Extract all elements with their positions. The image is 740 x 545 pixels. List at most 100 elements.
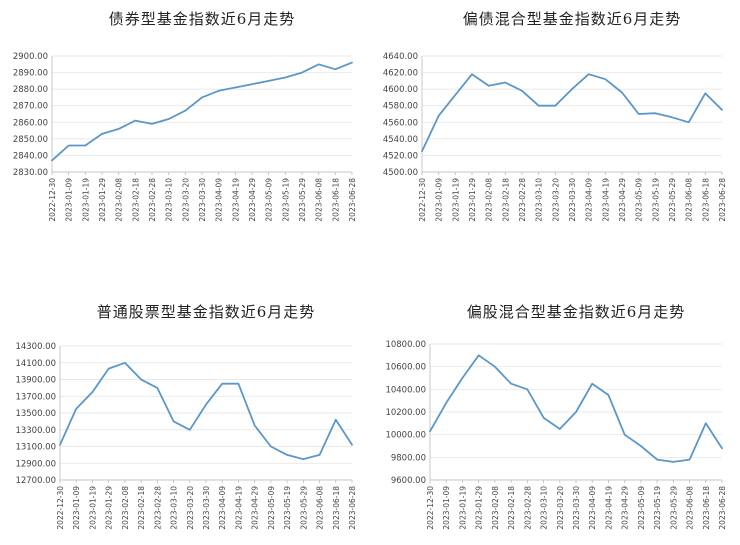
x-tick-label: 2023-03-30 [202, 486, 211, 530]
chart-title: 普通股票型基金指数近6月走势 [97, 303, 316, 321]
x-tick-label: 2023-02-28 [518, 178, 527, 222]
y-tick-label: 13100.00 [15, 443, 56, 453]
y-tick-label: 13700.00 [15, 392, 56, 402]
x-tick-label: 2023-04-19 [234, 486, 243, 530]
y-tick-label: 2890.00 [13, 69, 48, 79]
x-tick-label: 2023-05-09 [267, 486, 276, 530]
x-tick-label: 2023-01-09 [435, 178, 444, 222]
x-tick-label: 2023-06-28 [718, 486, 727, 530]
x-tick-label: 2023-01-29 [105, 486, 114, 530]
x-tick-label: 2023-04-09 [588, 486, 597, 530]
x-tick-label: 2023-06-08 [315, 178, 324, 222]
y-tick-label: 13900.00 [15, 376, 56, 386]
x-tick-label: 2023-01-19 [88, 486, 97, 530]
x-tick-label: 2023-05-19 [281, 178, 290, 222]
x-tick-label: 2023-03-30 [568, 178, 577, 222]
x-tick-label: 2023-04-09 [218, 486, 227, 530]
x-tick-label: 2023-05-29 [668, 178, 677, 222]
x-tick-label: 2023-05-09 [637, 486, 646, 530]
x-tick-label: 2023-04-19 [231, 178, 240, 222]
x-tick-label: 2022-12-30 [426, 486, 435, 530]
y-tick-label: 10200.00 [385, 408, 426, 418]
chart-bond-hybrid-fund-index: 偏债混合型基金指数近6月走势 4500.00 4520.00 4540.00 4560.… [370, 0, 740, 272]
y-tick-label: 2860.00 [13, 118, 48, 128]
x-tick-label: 2023-05-29 [298, 178, 307, 222]
x-tick-label: 2023-06-18 [702, 486, 711, 530]
x-tick-label: 2023-06-28 [718, 178, 727, 222]
x-tick-label: 2023-01-09 [65, 178, 74, 222]
x-tick-label: 2023-03-10 [535, 178, 544, 222]
series-line [51, 61, 353, 162]
x-tick-label: 2023-02-08 [121, 486, 130, 530]
x-tick-label: 2023-06-18 [701, 178, 710, 222]
x-tick-label: 2023-04-29 [251, 486, 260, 530]
chart-svg: 普通股票型基金指数近6月走势 12700.00 12900.00 13100.00 13… [15, 303, 357, 530]
y-tick-label: 9800.00 [391, 453, 426, 463]
x-tick-label: 2023-02-28 [148, 178, 157, 222]
x-tick-label: 2023-02-28 [523, 486, 532, 530]
x-tick-label: 2023-05-19 [651, 178, 660, 222]
x-tick-label: 2023-01-19 [458, 486, 467, 530]
x-tick-label: 2023-05-29 [299, 486, 308, 530]
x-tick-label: 2023-01-29 [98, 178, 107, 222]
x-tick-label: 2023-05-29 [669, 486, 678, 530]
x-tick-label: 2023-03-30 [198, 178, 207, 222]
chart-svg: 偏股混合型基金指数近6月走势 9600.00 9800.00 10000.00 1020… [385, 303, 727, 530]
x-tick-label: 2023-03-20 [181, 178, 190, 222]
y-tick-label: 2840.00 [13, 151, 48, 161]
y-tick-label: 4500.00 [383, 168, 418, 178]
y-tick-label: 2850.00 [13, 135, 48, 145]
series-line [59, 361, 353, 461]
series-line [429, 354, 723, 463]
x-tick-label: 2023-06-28 [348, 178, 357, 222]
x-tick-label: 2023-03-10 [170, 486, 179, 530]
x-tick-label: 2022-12-30 [48, 178, 57, 222]
x-tick-label: 2023-02-18 [137, 486, 146, 530]
y-tick-label: 13500.00 [15, 409, 56, 419]
x-tick-label: 2023-05-09 [265, 178, 274, 222]
y-tick-label: 2830.00 [13, 168, 48, 178]
chart-equity-hybrid-fund-index: 偏股混合型基金指数近6月走势 9600.00 9800.00 10000.00 1020… [370, 272, 740, 545]
x-tick-label: 2023-02-28 [153, 486, 162, 530]
x-tick-label: 2023-03-30 [572, 486, 581, 530]
x-tick-label: 2023-05-09 [635, 178, 644, 222]
y-tick-label: 12900.00 [15, 459, 56, 469]
x-tick-label: 2023-03-20 [556, 486, 565, 530]
x-tick-label: 2023-04-29 [248, 178, 257, 222]
x-tick-label: 2023-02-08 [485, 178, 494, 222]
x-tick-label: 2023-06-08 [316, 486, 325, 530]
x-tick-label: 2023-06-08 [685, 178, 694, 222]
x-tick-label: 2023-01-19 [81, 178, 90, 222]
x-tick-label: 2022-12-30 [56, 486, 65, 530]
y-tick-label: 10400.00 [385, 385, 426, 395]
chart-bond-fund-index: 债券型基金指数近6月走势 2830.00 2840.00 2850.00 2860.00… [0, 0, 370, 272]
y-tick-label: 4580.00 [383, 102, 418, 112]
y-tick-label: 4620.00 [383, 69, 418, 79]
y-tick-label: 4540.00 [383, 135, 418, 145]
x-tick-label: 2023-06-28 [348, 486, 357, 530]
y-tick-label: 13300.00 [15, 426, 56, 436]
chart-stock-fund-index: 普通股票型基金指数近6月走势 12700.00 12900.00 13100.00 13… [0, 272, 370, 545]
y-tick-label: 10800.00 [385, 340, 426, 350]
x-tick-label: 2023-06-08 [686, 486, 695, 530]
x-tick-label: 2023-04-09 [215, 178, 224, 222]
chart-title: 偏股混合型基金指数近6月走势 [467, 303, 686, 321]
x-tick-label: 2023-06-18 [332, 486, 341, 530]
y-tick-label: 10600.00 [385, 363, 426, 373]
x-tick-label: 2023-04-19 [604, 486, 613, 530]
x-tick-label: 2023-01-29 [475, 486, 484, 530]
x-tick-label: 2023-01-19 [451, 178, 460, 222]
y-tick-label: 14100.00 [15, 359, 56, 369]
chart-svg: 偏债混合型基金指数近6月走势 4500.00 4520.00 4540.00 4560.… [383, 10, 727, 222]
x-tick-label: 2023-03-10 [165, 178, 174, 222]
x-tick-label: 2023-06-18 [331, 178, 340, 222]
x-tick-label: 2023-02-18 [131, 178, 140, 222]
y-tick-label: 4640.00 [383, 52, 418, 62]
y-tick-label: 2880.00 [13, 85, 48, 95]
chart-title: 偏债混合型基金指数近6月走势 [463, 10, 682, 28]
x-tick-label: 2023-05-19 [283, 486, 292, 530]
x-tick-label: 2023-03-20 [551, 178, 560, 222]
x-tick-label: 2023-02-18 [501, 178, 510, 222]
y-tick-label: 4600.00 [383, 85, 418, 95]
x-tick-label: 2023-03-10 [540, 486, 549, 530]
